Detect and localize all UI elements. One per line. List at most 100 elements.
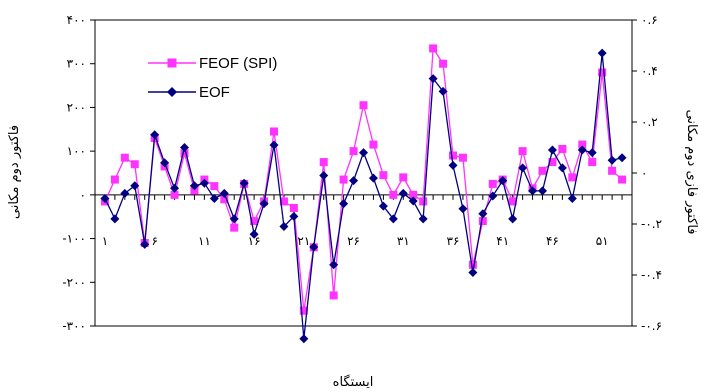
y-tick-label-right: -٠.٢ — [641, 217, 662, 231]
data-point-feof — [250, 217, 259, 226]
x-tick-label: ۶ — [151, 234, 157, 248]
data-point-eof — [388, 214, 398, 224]
data-point-feof — [110, 175, 119, 184]
y-axis-left: -٣٠٠ -٢٠٠ -١٠٠ ٠ ١٠٠ ٢٠٠ ٣٠٠ ۴٠٠ — [62, 13, 95, 333]
data-point-eof — [418, 214, 428, 224]
data-point-eof — [130, 181, 140, 191]
data-point-feof — [369, 140, 378, 149]
data-point-eof — [289, 211, 299, 221]
x-tick-label: ۴۶ — [546, 234, 559, 248]
data-point-feof — [379, 171, 388, 180]
data-point-eof — [150, 130, 160, 140]
data-point-feof — [478, 217, 487, 226]
x-tick-label: ١۶ — [248, 234, 261, 248]
legend-label-feof: FEOF (SPI) — [199, 55, 277, 72]
data-point-eof — [259, 199, 269, 209]
data-point-feof — [339, 175, 348, 184]
data-point-eof — [229, 214, 239, 224]
data-point-eof — [239, 178, 249, 188]
data-point-eof — [189, 181, 199, 191]
x-axis-title: ایستگاه — [333, 374, 374, 390]
x-tick-label: ٣١ — [397, 234, 410, 248]
data-point-eof — [209, 194, 219, 203]
data-point-eof — [299, 334, 309, 344]
series-layer — [100, 44, 627, 344]
data-point-eof — [547, 145, 557, 155]
data-point-eof — [528, 186, 538, 196]
legend: FEOF (SPI) EOF — [148, 55, 277, 101]
data-point-feof — [419, 197, 428, 206]
data-point-eof — [319, 171, 329, 181]
data-point-feof — [230, 223, 239, 232]
data-point-eof — [359, 148, 368, 158]
y-axis-title-right: فاکتور فازی دوم مکانی — [684, 110, 699, 235]
data-point-eof — [518, 163, 528, 173]
y-tick-label-left: ٢٠٠ — [67, 100, 86, 114]
data-point-eof — [249, 229, 259, 239]
data-point-eof — [498, 176, 508, 186]
data-point-eof — [508, 214, 518, 224]
data-point-eof — [607, 155, 617, 165]
data-point-eof — [160, 158, 170, 168]
data-point-feof — [349, 147, 358, 156]
data-point-feof — [270, 127, 278, 136]
data-point-eof — [269, 140, 279, 150]
data-point-feof — [588, 158, 597, 167]
data-point-feof — [120, 153, 129, 162]
series-feof — [100, 44, 627, 315]
data-point-feof — [468, 260, 477, 269]
y-tick-label-right: ٠.۶ — [641, 13, 658, 27]
x-tick-label: ۴١ — [496, 234, 509, 248]
legend-marker-feof — [167, 58, 177, 68]
data-point-eof — [329, 260, 339, 270]
data-point-eof — [597, 48, 607, 58]
data-point-eof — [180, 143, 189, 152]
y-tick-label-right: -٠.۶ — [641, 319, 662, 333]
data-point-eof — [398, 188, 408, 198]
data-point-eof — [468, 267, 478, 277]
data-point-feof — [210, 182, 219, 191]
data-point-feof — [538, 166, 547, 175]
data-point-eof — [617, 153, 627, 163]
legend-marker-eof — [167, 87, 177, 97]
data-point-eof — [140, 239, 150, 249]
data-point-eof — [478, 209, 488, 219]
x-tick-label: ۵١ — [596, 234, 609, 248]
data-point-feof — [608, 166, 617, 175]
data-point-eof — [488, 191, 498, 201]
data-point-feof — [558, 144, 567, 153]
data-point-feof — [518, 147, 527, 156]
y-tick-label-left: ٠ — [80, 188, 86, 202]
data-point-eof — [349, 176, 359, 186]
y-tick-label-right: ٠.٢ — [641, 115, 658, 129]
y-tick-label-right: -٠.۴ — [641, 268, 662, 282]
y-tick-label-left: ١٠٠ — [67, 144, 86, 158]
data-point-feof — [359, 101, 368, 110]
data-point-feof — [289, 203, 298, 212]
data-point-eof — [557, 163, 567, 173]
data-point-feof — [389, 190, 398, 199]
data-point-eof — [587, 148, 597, 158]
data-point-feof — [399, 173, 408, 182]
y-tick-label-right: ٠.۴ — [641, 64, 658, 78]
data-point-feof — [329, 291, 338, 300]
data-point-eof — [219, 188, 229, 198]
data-point-eof — [458, 204, 468, 214]
data-point-feof — [319, 158, 328, 167]
data-point-eof — [120, 188, 130, 198]
data-point-feof — [439, 59, 448, 68]
legend-label-eof: EOF — [199, 84, 230, 101]
data-point-eof — [408, 196, 418, 206]
y-tick-label-left: -٢٠٠ — [62, 275, 86, 289]
x-tick-label: ٢١ — [297, 234, 310, 248]
data-point-feof — [458, 153, 467, 162]
x-tick-label: ١ — [102, 234, 108, 248]
data-point-feof — [130, 160, 139, 169]
data-point-eof — [567, 194, 577, 203]
data-point-eof — [448, 160, 458, 170]
data-point-eof — [368, 173, 378, 183]
data-point-eof — [538, 186, 547, 196]
data-point-feof — [488, 179, 497, 188]
data-point-eof — [339, 199, 349, 209]
